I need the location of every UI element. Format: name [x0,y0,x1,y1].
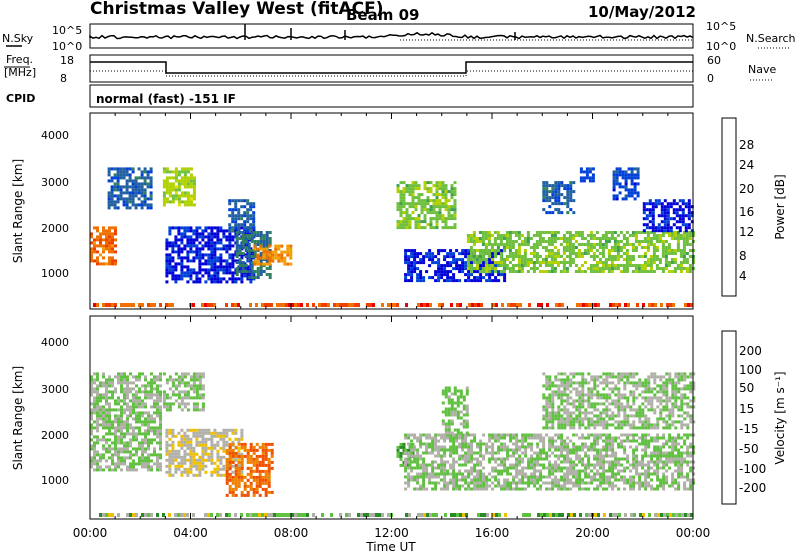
vel-cbar-tick-15: 15 [739,402,754,416]
power-cbar-tick-16: 16 [739,205,754,219]
velocity-region [404,433,696,491]
velocity-region [162,372,205,412]
cpid-label: CPID [6,92,35,105]
power-region [228,199,256,233]
velocity-region [441,386,469,435]
power-region [466,231,695,273]
velocity-ytick-3000: 3000 [41,383,69,396]
vel-cbar-tick-m15: -15 [739,422,759,436]
power-region [162,167,196,207]
xtick-20-00: 20:00 [575,526,610,540]
power-ytick-4000: 4000 [41,129,69,142]
power-cbar-tick-8: 8 [739,249,747,263]
power-axis-ticks [89,113,694,309]
velocity-panel: Slant Range [km] 4000 3000 2000 1000 [11,315,696,520]
power-ytick-3000: 3000 [41,176,69,189]
power-ylabel: Slant Range [km] [11,159,25,263]
freq-tick-top: 18 [60,54,74,67]
xtick-08-00: 08:00 [274,526,309,540]
velocity-ylabel: Slant Range [km] [11,366,25,470]
power-region [642,199,694,233]
nsky-panel: N.Sky 10^5 10^0 10^5 10^0 N.Search [2,20,796,53]
power-region [253,244,293,266]
velocity-ytick-2000: 2000 [41,429,69,442]
vel-cbar-tick-m200: -200 [739,481,766,495]
cpid-text: normal (fast) -151 IF [96,92,236,106]
figure-title: Christmas Valley West (fitACF) [90,0,384,19]
xtick-12-00: 12:00 [374,526,409,540]
cpid-frame [89,84,694,108]
velocity-colorbar-frame [721,330,737,505]
velocity-cbar-label: Velocity [m s⁻¹] [773,371,787,464]
freq-panel: Freq. [MHz] 18 8 60 0 Nave [4,53,776,85]
nave-trace [90,70,693,77]
power-region [579,167,595,183]
xtick-24-00: 00:00 [676,526,711,540]
nsky-label: N.Sky [2,32,34,45]
power-region [235,231,272,279]
xtick-00-00: 00:00 [73,526,108,540]
velocity-heatmap-cells [90,372,696,517]
vel-cbar-tick-50: 50 [739,381,754,395]
freq-label-2: [MHz] [4,66,36,79]
nsky-tick-bottom: 10^0 [52,40,82,53]
power-region [107,167,153,210]
velocity-ytick-1000: 1000 [41,474,69,487]
xtick-04-00: 04:00 [173,526,208,540]
nsky-tick-top: 10^5 [52,24,82,37]
power-cbar-tick-4: 4 [739,269,747,283]
power-ytick-2000: 2000 [41,222,69,235]
vel-cbar-tick-200: 200 [739,344,762,358]
x-axis-label: Time UT [365,540,416,554]
freq-frame [89,54,694,83]
velocity-ground-scatter [99,513,693,517]
velocity-region [90,372,162,472]
power-region [612,167,640,201]
power-region [90,226,117,266]
velocity-region [225,442,274,497]
nsearch-tick-bottom: 10^0 [706,40,736,53]
freq-label-1: Freq. [6,53,33,66]
vel-cbar-tick-m100: -100 [739,462,766,476]
nave-tick-top: 60 [707,54,721,67]
nave-label: Nave [748,63,776,76]
beam-label: Beam 09 [346,6,419,24]
power-colorbar: 28 24 20 16 12 8 4 Power [dB] [721,117,787,297]
power-cbar-tick-12: 12 [739,225,754,239]
freq-tick-bottom: 8 [60,72,67,85]
power-cbar-tick-28: 28 [739,138,754,152]
freq-trace [90,61,693,74]
velocity-ytick-4000: 4000 [41,336,69,349]
xtick-16-00: 16:00 [475,526,510,540]
velocity-axis-ticks [89,316,694,519]
velocity-region [542,372,696,430]
power-region [396,181,457,230]
cpid-panel: CPID normal (fast) -151 IF [6,84,694,108]
power-ytick-1000: 1000 [41,267,69,280]
power-cbar-label: Power [dB] [773,174,787,239]
power-cbar-tick-20: 20 [739,182,754,196]
power-colorbar-frame [721,117,737,297]
date-label: 10/May/2012 [588,3,696,21]
vel-cbar-tick-100: 100 [739,363,762,377]
nsky-trace [89,31,694,40]
nsearch-label: N.Search [746,32,796,45]
vel-cbar-tick-m50: -50 [739,442,759,456]
power-panel: Slant Range [km] 4000 3000 2000 1000 [11,112,695,310]
nsearch-tick-top: 10^5 [706,20,736,33]
power-cbar-tick-24: 24 [739,158,754,172]
velocity-colorbar: 200 100 50 15 -15 -50 -100 -200 Velocity… [721,330,787,505]
power-region [542,181,576,215]
nave-tick-bottom: 0 [707,72,714,85]
power-heatmap-cells [90,167,695,307]
